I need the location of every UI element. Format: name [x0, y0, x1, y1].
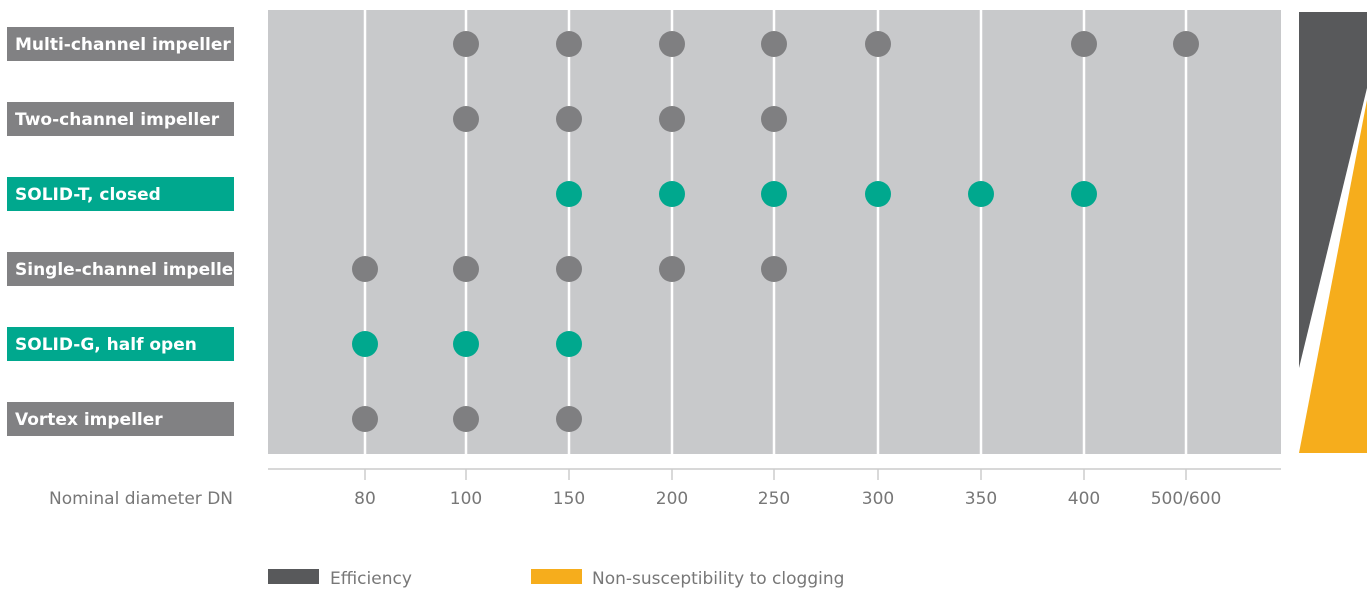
marker-point — [453, 331, 479, 357]
x-tick-label: 200 — [656, 489, 688, 509]
x-tick-label: 300 — [862, 489, 894, 509]
legend-swatch-clogging — [531, 569, 582, 584]
row-label: Two-channel impeller — [7, 102, 234, 136]
x-tick-label: 500/600 — [1151, 489, 1222, 509]
row-label: Single-channel impeller — [7, 252, 242, 286]
row-label-text: Two-channel impeller — [15, 110, 220, 130]
x-tick-label: 350 — [965, 489, 997, 509]
row-label-text: SOLID-G, half open — [15, 335, 197, 355]
marker-point — [761, 31, 787, 57]
marker-point — [556, 406, 582, 432]
marker-point — [556, 256, 582, 282]
x-tick-label: 250 — [758, 489, 790, 509]
row-label-box — [7, 102, 234, 136]
marker-point — [865, 31, 891, 57]
row-labels: Multi-channel impeller Two-channel impell… — [7, 27, 242, 436]
x-tick-label: 150 — [553, 489, 585, 509]
legend-swatch-efficiency — [268, 569, 319, 584]
x-axis-title: Nominal diameter DN — [49, 489, 233, 509]
marker-point — [659, 31, 685, 57]
legend-label-clogging: Non-susceptibility to clogging — [592, 569, 844, 589]
marker-point — [453, 256, 479, 282]
marker-point — [1173, 31, 1199, 57]
marker-point — [453, 31, 479, 57]
markers — [352, 31, 1199, 432]
marker-point — [1071, 31, 1097, 57]
row-label-text: SOLID-T, closed — [15, 185, 161, 205]
marker-point — [1071, 181, 1097, 207]
marker-point — [556, 106, 582, 132]
legend-label-efficiency: Efficiency — [330, 569, 412, 589]
row-label-box — [7, 327, 234, 361]
marker-point — [556, 31, 582, 57]
marker-point — [352, 331, 378, 357]
x-tick-label: 100 — [450, 489, 482, 509]
marker-point — [659, 181, 685, 207]
row-label-box — [7, 402, 234, 436]
marker-point — [865, 181, 891, 207]
marker-point — [352, 256, 378, 282]
marker-point — [352, 406, 378, 432]
marker-point — [556, 331, 582, 357]
row-label: SOLID-G, half open — [7, 327, 234, 361]
marker-point — [968, 181, 994, 207]
marker-point — [761, 106, 787, 132]
marker-point — [761, 256, 787, 282]
marker-point — [659, 106, 685, 132]
marker-point — [453, 106, 479, 132]
row-label-box — [7, 252, 234, 286]
row-label-text: Vortex impeller — [15, 410, 163, 430]
clogging-wedge — [1299, 100, 1367, 453]
row-label-text: Single-channel impeller — [15, 260, 242, 280]
gridlines — [363, 10, 1188, 454]
row-label-box — [7, 27, 234, 61]
row-label: Vortex impeller — [7, 402, 234, 436]
row-label: SOLID-T, closed — [7, 177, 234, 211]
efficiency-wedge — [1299, 12, 1367, 368]
marker-point — [556, 181, 582, 207]
x-tick-label: 80 — [354, 489, 376, 509]
marker-point — [453, 406, 479, 432]
marker-point — [659, 256, 685, 282]
x-tick-label: 400 — [1068, 489, 1100, 509]
row-label: Multi-channel impeller — [7, 27, 234, 61]
row-label-box — [7, 177, 234, 211]
x-ticks: 80 100 150 200 250 300 350 400 500/600 — [354, 469, 1221, 509]
row-label-text: Multi-channel impeller — [15, 35, 231, 55]
marker-point — [761, 181, 787, 207]
